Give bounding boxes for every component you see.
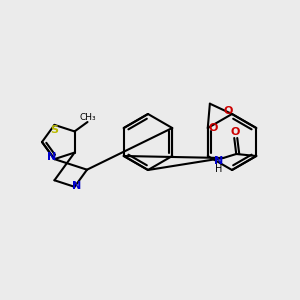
Text: N: N — [47, 152, 56, 162]
Text: S: S — [50, 125, 59, 135]
Text: H: H — [214, 164, 222, 174]
Text: O: O — [231, 127, 240, 137]
Text: N: N — [214, 156, 223, 166]
Text: O: O — [223, 106, 233, 116]
Text: CH₃: CH₃ — [79, 112, 96, 122]
Text: N: N — [72, 181, 81, 191]
Text: O: O — [208, 123, 218, 133]
